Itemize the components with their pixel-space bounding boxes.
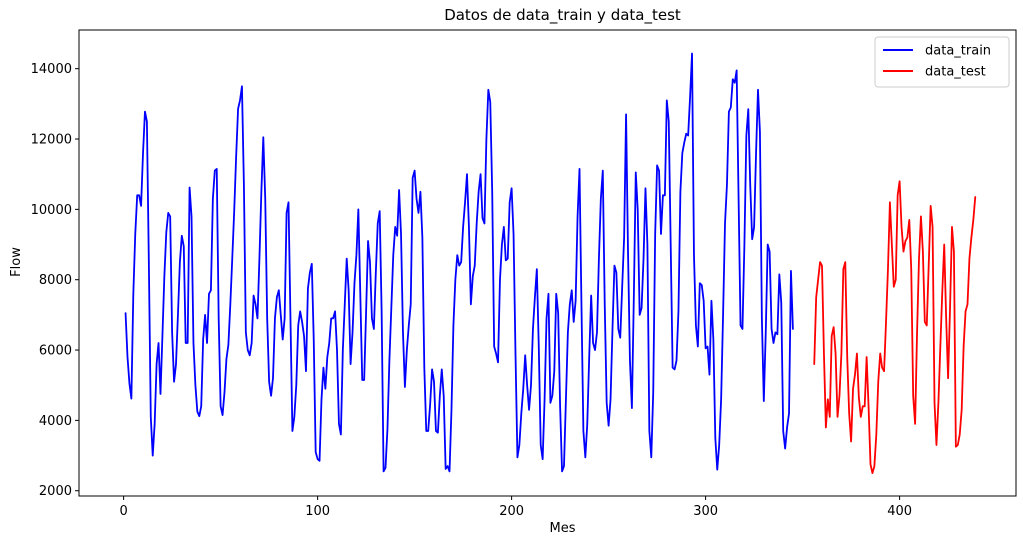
legend-label-data_test: data_test — [925, 65, 986, 80]
y-tick-label: 10000 — [31, 203, 72, 218]
y-tick-label: 2000 — [39, 484, 72, 499]
x-tick-label: 400 — [887, 504, 912, 519]
x-tick-label: 0 — [119, 504, 127, 519]
legend-label-data_train: data_train — [925, 44, 991, 59]
y-tick-label: 4000 — [39, 414, 72, 429]
x-tick-label: 300 — [693, 504, 718, 519]
y-tick-label: 14000 — [31, 62, 72, 77]
plot-frame — [78, 29, 1017, 497]
plot-area: 0 100 200 300 400 2000 4000 6000 8000 10000 12000 1… — [31, 29, 1017, 519]
series-line-data_train — [124, 52, 794, 473]
chart-title: Datos de data_train y data_test — [444, 6, 681, 25]
legend: data_train data_test — [874, 36, 1010, 88]
x-tick-label: 100 — [305, 504, 330, 519]
y-tick-label: 8000 — [39, 273, 72, 288]
y-tick-label: 6000 — [39, 344, 72, 359]
x-axis-label: Mes — [550, 521, 576, 536]
series-line-data_test — [813, 180, 977, 475]
y-axis-label: Flow — [9, 247, 24, 277]
x-tick-label: 200 — [499, 504, 524, 519]
y-tick-label: 12000 — [31, 133, 72, 148]
